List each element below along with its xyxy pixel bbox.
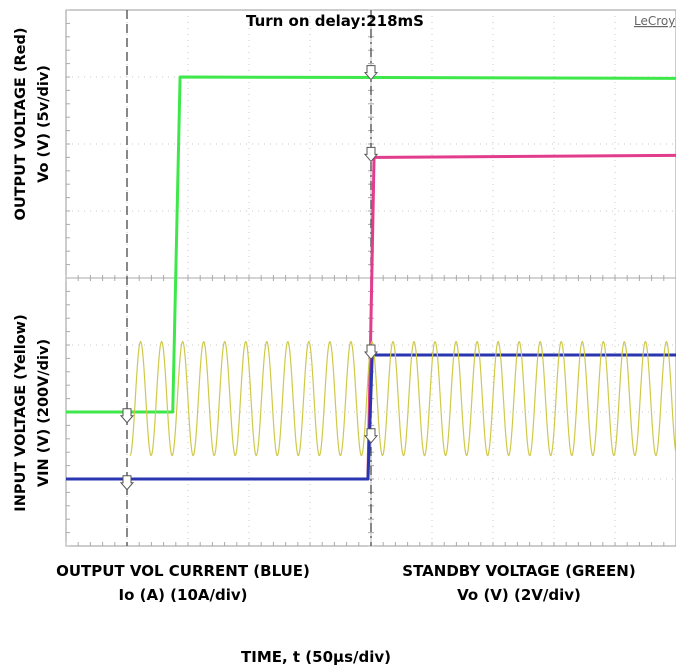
chart-title: Turn on delay:218mS bbox=[246, 12, 424, 30]
trace-yellow bbox=[129, 340, 676, 457]
top-axis-label-line1: OUTPUT VOLTAGE (Red) bbox=[13, 28, 29, 221]
x-axis-label: TIME, t (50µs/div) bbox=[241, 648, 391, 666]
trace-green bbox=[66, 75, 676, 414]
trigger-marker bbox=[363, 65, 379, 81]
standby-label-line1: STANDBY VOLTAGE (GREEN) bbox=[402, 562, 635, 580]
current-label-line2: Io (A) (10A/div) bbox=[119, 586, 248, 604]
bottom-axis-label-line2: VIN (V) (200V/div) bbox=[36, 339, 52, 487]
yellow-level-marker bbox=[363, 428, 379, 444]
blue-ref-marker bbox=[119, 475, 135, 491]
plot-area bbox=[65, 9, 676, 547]
standby-label-line2: Vo (V) (2V/div) bbox=[457, 586, 581, 604]
top-axis-label-line2: Vo (V) (5v/div) bbox=[36, 65, 52, 183]
trace-blue bbox=[66, 353, 676, 481]
red-level-marker bbox=[363, 146, 379, 163]
blue-level-marker bbox=[363, 344, 379, 360]
brand-logo: LeCroy bbox=[634, 14, 675, 28]
current-label-line1: OUTPUT VOL CURRENT (BLUE) bbox=[56, 562, 310, 580]
bottom-axis-label-line1: INPUT VOLTAGE (Yellow) bbox=[13, 314, 29, 511]
green-level-marker bbox=[119, 408, 135, 424]
traces bbox=[66, 65, 676, 491]
